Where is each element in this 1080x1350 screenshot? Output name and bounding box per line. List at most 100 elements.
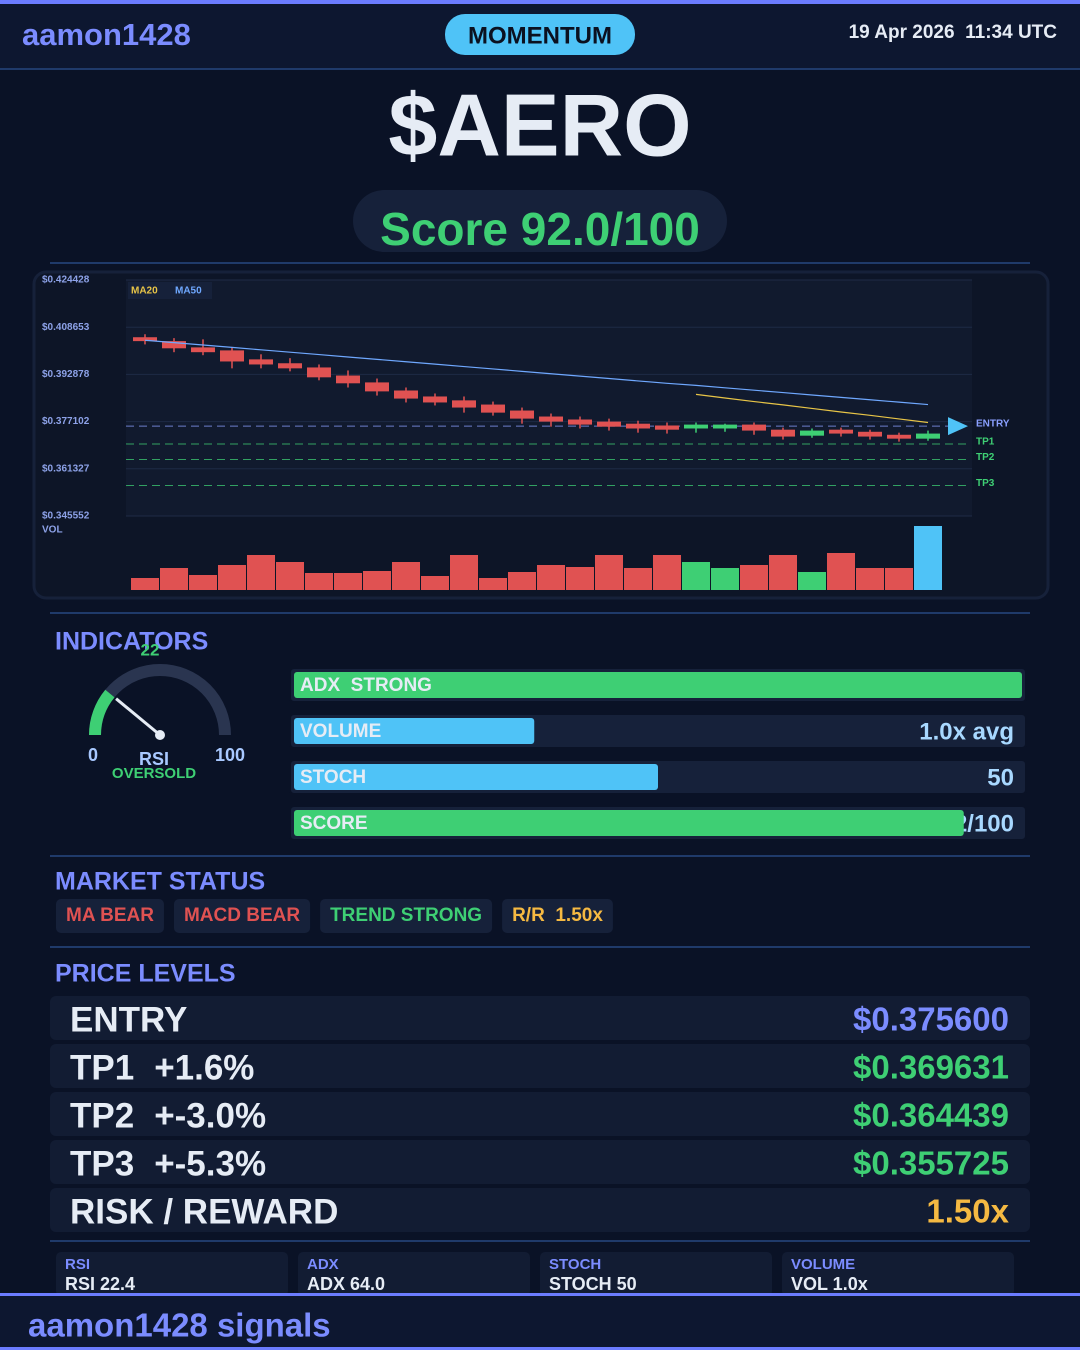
plot-area <box>126 280 972 516</box>
stat-value: ADX 64.0 <box>307 1274 385 1294</box>
level-change: +-3.0% <box>154 1096 266 1135</box>
candle-body <box>423 396 447 403</box>
level-row <box>50 1188 1030 1232</box>
volume-bar <box>218 565 246 590</box>
ma-line <box>144 339 929 406</box>
volume-bar <box>711 568 739 590</box>
volume-bar <box>566 567 594 590</box>
volume-bar <box>450 555 478 590</box>
candle-body <box>249 359 273 365</box>
volume-bar <box>421 576 449 590</box>
divider <box>50 1240 1030 1242</box>
gauge-min: 0 <box>88 745 98 765</box>
stat-label: RSI <box>65 1256 90 1273</box>
volume-bar <box>305 573 333 590</box>
candle-body <box>220 350 244 362</box>
volume-bar <box>392 562 420 590</box>
level-value: 1.50x <box>926 1193 1009 1230</box>
candle-body <box>800 430 824 436</box>
level-value: $0.375600 <box>853 1001 1009 1038</box>
bar-fill <box>294 672 1022 698</box>
volume-bar <box>914 526 942 590</box>
bar-fill <box>294 718 535 744</box>
level-name: ENTRY <box>70 1000 187 1039</box>
status-tag-text: R/R 1.50x <box>512 905 603 926</box>
status-tag <box>56 899 164 933</box>
level-label: TP1 <box>976 437 995 448</box>
candle-body <box>394 390 418 399</box>
stat-label: VOLUME <box>791 1256 855 1273</box>
level-row <box>50 1140 1030 1184</box>
volume-bar <box>682 562 710 590</box>
ma-line <box>695 393 929 424</box>
level-value: $0.369631 <box>853 1049 1009 1086</box>
bar-label: SCORE <box>300 813 368 834</box>
bar-value: 50 <box>987 764 1014 791</box>
y-tick-label: $0.361327 <box>42 463 90 474</box>
score: Score 92.0/100 <box>380 203 700 255</box>
divider <box>50 946 1030 948</box>
level-name: TP1 <box>70 1048 134 1087</box>
candle-body <box>133 337 157 342</box>
volume-bar <box>334 573 362 590</box>
volume-bar <box>189 575 217 590</box>
level-label: TP3 <box>976 478 995 489</box>
section-title: MARKET STATUS <box>55 868 265 896</box>
level-name: TP2 <box>70 1096 134 1135</box>
candle-body <box>771 429 795 437</box>
badge-bg <box>445 14 635 55</box>
stat-box <box>782 1252 1014 1296</box>
status-tag-text: MA BEAR <box>66 905 154 926</box>
level-row <box>50 996 1030 1040</box>
section-title: PRICE LEVELS <box>55 960 236 988</box>
level-change: +1.6% <box>154 1048 254 1087</box>
header-divider <box>0 68 1080 70</box>
gauge-value: 22 <box>141 640 160 659</box>
y-tick-label: $0.345552 <box>42 511 90 522</box>
stat-label: ADX <box>307 1256 339 1273</box>
stat-value: VOL 1.0x <box>791 1274 868 1294</box>
footer-text: aamon1428 signals <box>28 1307 331 1344</box>
status-tag-text: TREND STRONG <box>330 905 482 926</box>
candle-body <box>278 363 302 369</box>
gauge-needle <box>115 697 161 737</box>
y-tick-label: $0.377102 <box>42 416 90 427</box>
level-label: TP2 <box>976 452 995 463</box>
level-name: RISK / REWARD <box>70 1192 338 1231</box>
candle-body <box>655 425 679 430</box>
bar-label: STOCH <box>300 767 366 788</box>
volume-bar <box>508 572 536 590</box>
level-value: $0.355725 <box>853 1145 1009 1182</box>
stat-value: STOCH 50 <box>549 1274 637 1294</box>
entry-arrow <box>948 417 968 436</box>
gauge-status: OVERSOLD <box>112 765 196 782</box>
bar-value: 1.0x avg <box>919 718 1014 745</box>
volume-bar <box>247 555 275 590</box>
volume-bar <box>479 578 507 590</box>
candle-body <box>336 375 360 384</box>
divider <box>50 262 1030 264</box>
volume-bar <box>595 555 623 590</box>
candle-body <box>510 410 534 419</box>
candle-body <box>365 382 389 392</box>
legend-entry: MA50 <box>175 286 202 297</box>
candle-body <box>887 434 911 439</box>
volume-bar <box>885 568 913 590</box>
section-title: INDICATORS <box>55 628 208 656</box>
gauge-fill <box>89 689 115 736</box>
stat-box <box>540 1252 772 1296</box>
volume-bar <box>276 562 304 590</box>
footer-bar <box>0 1296 1080 1350</box>
status-tag <box>173 899 311 933</box>
candle-body <box>481 404 505 413</box>
candle-body <box>829 429 853 434</box>
footer-border <box>0 1293 1080 1296</box>
status-tag-text: MACD BEAR <box>184 905 300 926</box>
candle-body <box>713 424 737 429</box>
volume-bar <box>740 565 768 590</box>
bar-fill <box>294 810 964 836</box>
legend-entry: MA20 <box>131 286 158 297</box>
candle-body <box>191 347 215 353</box>
stat-value: RSI 22.4 <box>65 1274 135 1294</box>
